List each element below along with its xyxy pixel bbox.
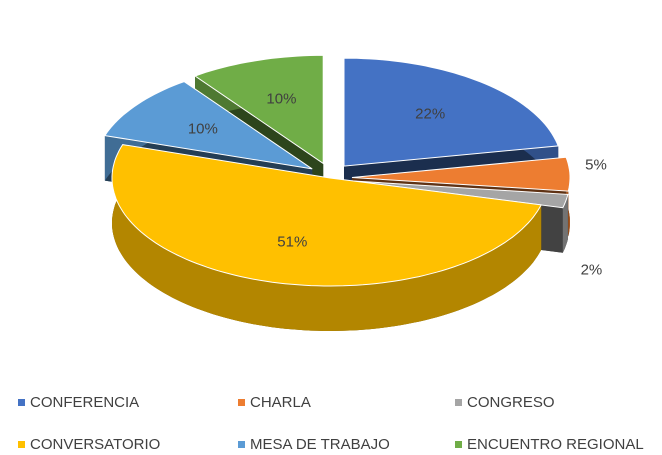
legend-swatch (238, 441, 245, 448)
data-label: 51% (277, 233, 307, 250)
slice-top (104, 81, 313, 170)
slice-wall (112, 144, 542, 331)
legend-swatch (18, 399, 25, 406)
slice-wall (562, 194, 568, 253)
legend-label: CONGRESO (467, 394, 555, 411)
legend-swatch (18, 441, 25, 448)
data-label: 10% (188, 121, 218, 138)
legend-label: CONFERENCIA (30, 394, 139, 411)
legend-label: MESA DE TRABAJO (250, 436, 390, 453)
legend-swatch (455, 441, 462, 448)
legend-label: CHARLA (250, 394, 311, 411)
slice-top (111, 144, 543, 287)
legend-swatch (238, 399, 245, 406)
slice-top (343, 57, 559, 167)
slice (111, 144, 543, 331)
legend-label: ENCUENTRO REGIONAL (467, 436, 644, 453)
data-label: 10% (266, 91, 296, 108)
slice-top (351, 156, 571, 192)
data-label: 5% (585, 157, 607, 174)
legend-label: CONVERSATORIO (30, 436, 160, 453)
data-label: 22% (415, 106, 445, 123)
slice-top (194, 54, 324, 165)
legend-swatch (455, 399, 462, 406)
data-label: 2% (581, 262, 603, 279)
